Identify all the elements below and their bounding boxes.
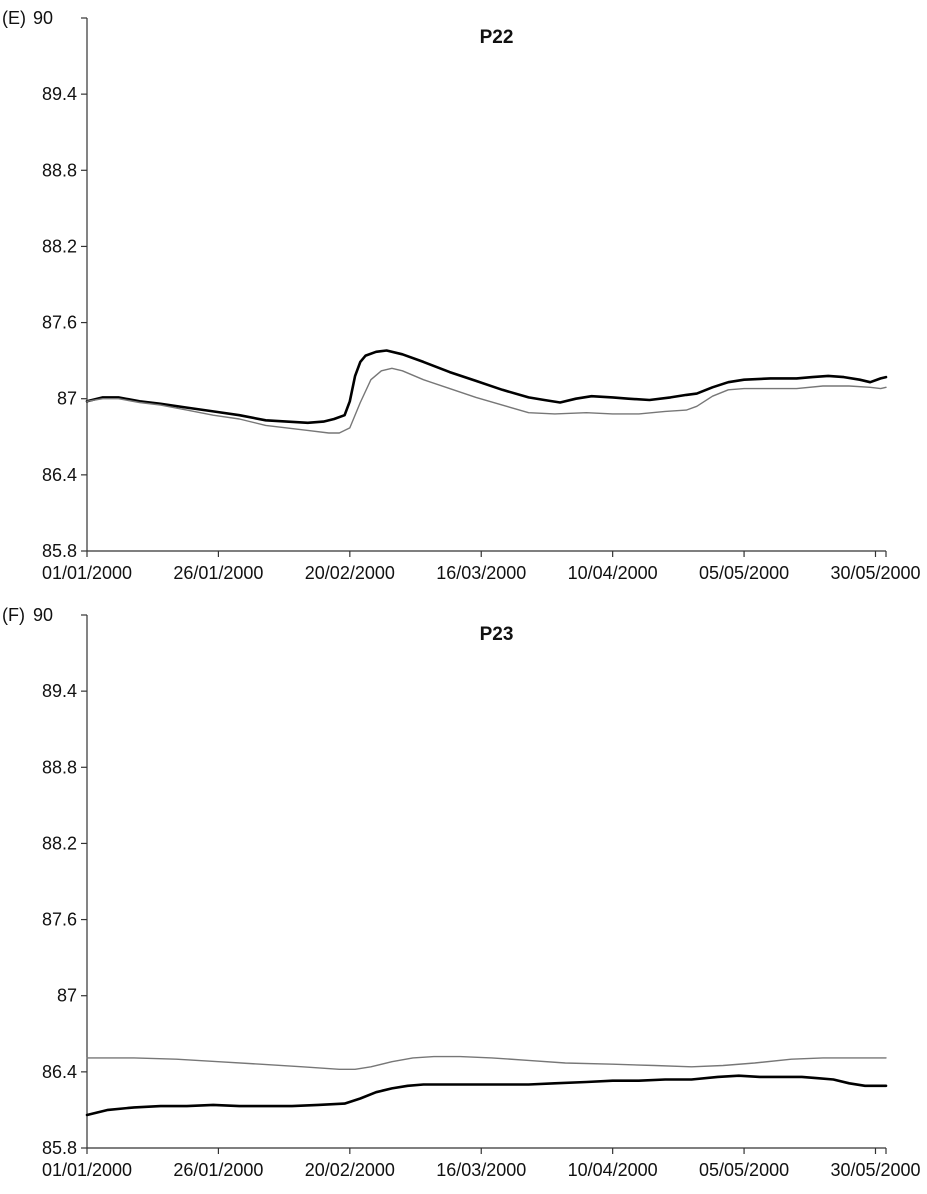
- x-tick-label: 20/02/2000: [305, 1160, 395, 1180]
- y-tick-label: 87.6: [42, 910, 77, 930]
- chart-panel-p23: (F) P23 85.8 86.4 87 87.6 88.2 88.8 89.4 90 01/01/…: [0, 597, 927, 1194]
- x-tick-label: 01/01/2000: [42, 1160, 132, 1180]
- series-line-dark: [85, 1074, 888, 1117]
- y-tick-label: 88.8: [42, 160, 77, 180]
- y-tick-label: 85.8: [42, 1138, 77, 1158]
- y-tick-label: 86.4: [42, 1062, 77, 1082]
- x-tick-label: 05/05/2000: [699, 563, 789, 583]
- chart-p22-svg: (E) P22 85.8 86.4 87 87.6 88.2 88.8 89.4 90 01/01/…: [2, 8, 921, 583]
- y-tick-label: 89.4: [42, 681, 77, 701]
- y-tick-label: 87: [57, 986, 77, 1006]
- y-tick-label: 90: [33, 605, 53, 625]
- x-tick-label: 16/03/2000: [436, 563, 526, 583]
- y-tick-label: 90: [33, 8, 53, 28]
- x-tick-label: 10/04/2000: [568, 563, 658, 583]
- y-tick-label: 87: [57, 389, 77, 409]
- series-line-grey: [86, 1055, 887, 1070]
- y-tick-label: 87.6: [42, 313, 77, 333]
- x-tick-label: 26/01/2000: [173, 1160, 263, 1180]
- panel-label: (E): [2, 8, 26, 28]
- panel-label: (F): [2, 605, 25, 625]
- chart-title: P23: [480, 624, 514, 645]
- x-tick-label: 20/02/2000: [305, 563, 395, 583]
- x-tick-label: 30/05/2000: [830, 1160, 920, 1180]
- x-tick-label: 01/01/2000: [42, 563, 132, 583]
- series-line-grey: [86, 367, 887, 434]
- x-tick-label: 10/04/2000: [568, 1160, 658, 1180]
- y-tick-label: 88.2: [42, 833, 77, 853]
- y-tick-label: 85.8: [42, 541, 77, 561]
- chart-panel-p22: (E) P22 85.8 86.4 87 87.6 88.2 88.8 89.4 90 01/01/…: [2, 8, 921, 583]
- chart-p23-svg: (F) P23 85.8 86.4 87 87.6 88.2 88.8 89.4 90 01/01/…: [2, 605, 921, 1180]
- series-line-dark: [85, 349, 888, 425]
- x-tick-label: 26/01/2000: [173, 563, 263, 583]
- x-tick-label: 30/05/2000: [830, 563, 920, 583]
- y-tick-label: 89.4: [42, 84, 77, 104]
- y-tick-label: 88.8: [42, 757, 77, 777]
- y-tick-label: 86.4: [42, 465, 77, 485]
- x-tick-label: 16/03/2000: [436, 1160, 526, 1180]
- chart-title: P22: [480, 27, 514, 48]
- x-tick-label: 05/05/2000: [699, 1160, 789, 1180]
- y-tick-label: 88.2: [42, 236, 77, 256]
